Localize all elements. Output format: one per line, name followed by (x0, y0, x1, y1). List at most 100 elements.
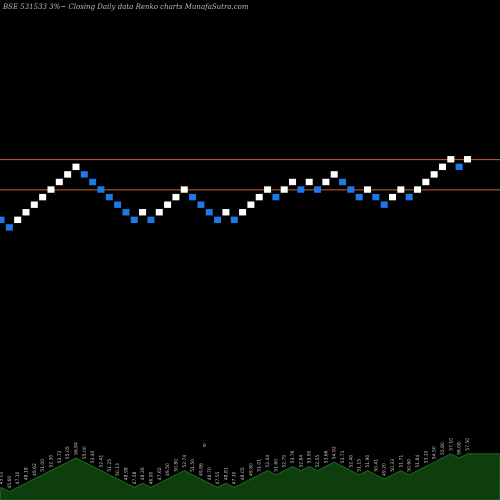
price-label: 49.80 (248, 463, 254, 476)
stray-label: 8 (203, 443, 206, 449)
renko-bricks (0, 156, 471, 231)
up-brick (14, 216, 22, 224)
up-brick (264, 186, 272, 193)
price-label: 52.40 (348, 455, 354, 468)
down-brick (197, 201, 205, 208)
down-brick (380, 201, 388, 208)
price-label: 54.92 (332, 446, 338, 459)
up-brick (64, 171, 72, 178)
up-brick (463, 156, 471, 163)
down-brick (122, 209, 130, 216)
up-brick (430, 171, 438, 178)
up-brick (438, 163, 446, 171)
down-brick (147, 216, 155, 224)
up-brick (422, 178, 430, 186)
price-label: 55.00 (82, 446, 88, 459)
up-brick (389, 193, 397, 201)
down-brick (372, 193, 380, 201)
price-label: 48.26 (140, 467, 146, 480)
price-label: 52.74 (182, 455, 188, 468)
price-label: 51.71 (398, 455, 404, 468)
down-brick (80, 171, 88, 178)
up-brick (22, 209, 30, 216)
up-brick (255, 193, 263, 201)
up-brick (72, 163, 80, 171)
price-label: 48.18 (23, 467, 29, 480)
price-label: 50.41 (373, 459, 379, 472)
price-label: 53.66 (323, 450, 329, 463)
price-label: 48.05 (240, 467, 246, 480)
down-brick (5, 224, 13, 231)
up-brick (239, 209, 247, 216)
price-labels: 45.02 45.60 47.10 48.18 49.62 51.00 52.30 53.72… (0, 438, 471, 489)
up-brick (55, 178, 63, 186)
price-label: 53.76 (290, 450, 296, 463)
down-brick (189, 193, 197, 201)
price-label: 53.72 (57, 450, 63, 463)
volume-area (0, 453, 500, 500)
price-label: 51.90 (365, 455, 371, 468)
price-label: 47.58 (132, 471, 138, 484)
price-label: 51.01 (257, 459, 263, 472)
down-brick (205, 209, 213, 216)
up-brick (39, 193, 47, 201)
price-label: 49.62 (32, 463, 38, 476)
price-label: 50.13 (115, 463, 121, 476)
price-label: 48.81 (223, 467, 229, 480)
up-brick (155, 209, 163, 216)
price-label: 49.20 (382, 463, 388, 476)
price-label: 49.50 (165, 463, 171, 476)
price-label: 50.60 (407, 459, 413, 472)
price-label: 52.84 (298, 455, 304, 468)
down-brick (314, 186, 322, 193)
up-brick (364, 186, 372, 193)
price-label: 51.15 (357, 459, 363, 472)
price-label: 57.10 (448, 438, 454, 451)
down-brick (347, 186, 355, 193)
down-brick (114, 201, 122, 208)
price-label: 50.33 (390, 459, 396, 472)
up-brick (139, 209, 147, 216)
price-label: 56.84 (73, 442, 79, 455)
price-label: 52.41 (98, 455, 104, 468)
price-label: 47.30 (232, 471, 238, 484)
down-brick (97, 186, 105, 193)
volume-area-shape (0, 453, 500, 500)
price-label: 52.55 (315, 455, 321, 468)
price-label: 47.55 (215, 471, 221, 484)
price-label: 53.71 (340, 450, 346, 463)
down-brick (130, 216, 138, 224)
price-label: 53.90 (307, 450, 313, 463)
up-brick (47, 186, 55, 193)
up-brick (180, 186, 188, 193)
up-brick (447, 156, 455, 163)
price-label: 57.50 (465, 438, 471, 451)
price-label: 55.80 (440, 442, 446, 455)
price-label: 50.80 (173, 459, 179, 472)
down-brick (214, 216, 222, 224)
chart-title: BSE 531533 3%~ Closing Daily data Renko … (2, 3, 249, 11)
up-brick (322, 178, 330, 186)
price-label: 52.44 (265, 455, 271, 468)
up-brick (172, 193, 180, 201)
price-label: 52.70 (282, 455, 288, 468)
down-brick (230, 216, 238, 224)
down-brick (355, 193, 363, 201)
up-brick (289, 178, 297, 186)
price-label: 56.08 (457, 442, 463, 455)
up-brick (330, 171, 338, 178)
down-brick (455, 163, 463, 171)
down-brick (0, 216, 5, 224)
up-brick (164, 201, 172, 208)
price-label: 53.10 (423, 450, 429, 463)
price-label: 51.60 (273, 459, 279, 472)
up-brick (414, 186, 421, 193)
up-brick (222, 209, 230, 216)
price-label: 45.02 (0, 471, 5, 484)
down-brick (405, 193, 413, 201)
down-brick (89, 178, 97, 186)
up-brick (280, 186, 288, 193)
price-label: 51.00 (40, 459, 46, 472)
